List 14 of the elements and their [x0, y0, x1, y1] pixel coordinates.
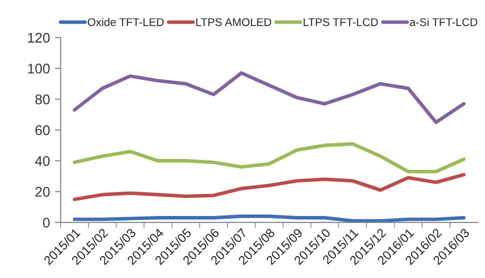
legend-label: Oxide TFT-LED	[88, 18, 164, 26]
line-series	[72, 142, 466, 174]
y-tick-label: 20	[35, 186, 50, 197]
line-series	[72, 71, 466, 124]
legend-label: LTPS TFT-LCD	[304, 18, 378, 26]
y-tick-label: 40	[35, 156, 50, 166]
legend-label: a-Si TFT-LCD	[410, 18, 478, 26]
y-tick-label: 120	[28, 32, 50, 43]
legend-label: LTPS AMOLED	[196, 18, 272, 26]
y-tick-label: 100	[28, 64, 50, 74]
y-tick-label: 0	[43, 218, 50, 228]
y-tick-label: 60	[35, 125, 50, 136]
y-tick-label: 80	[35, 94, 50, 104]
line-series	[72, 172, 466, 202]
